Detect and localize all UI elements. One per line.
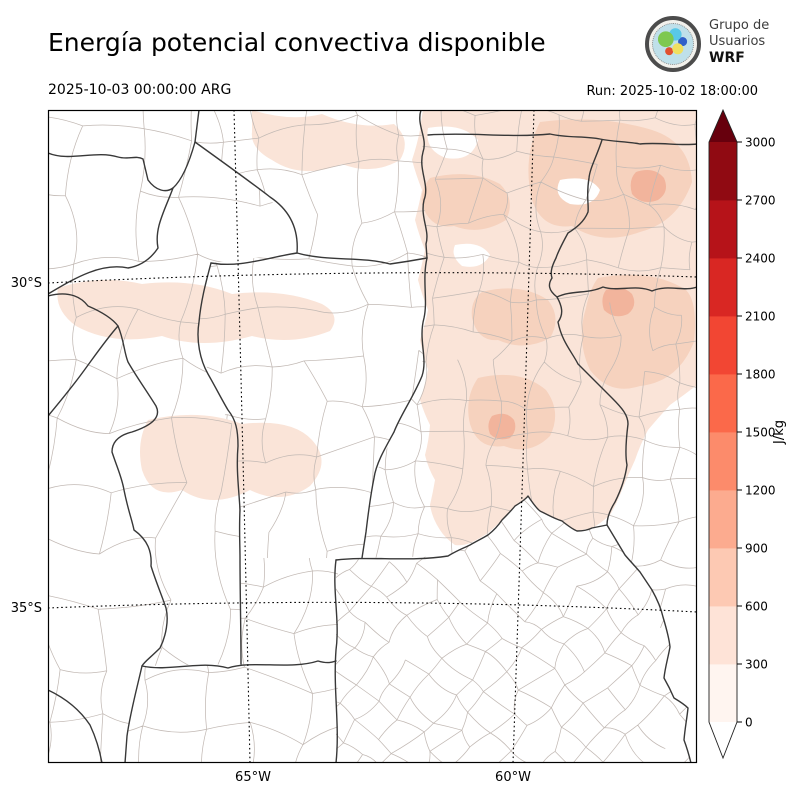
province-boundary-2 <box>48 293 168 763</box>
cape-shading-blob-1 <box>251 110 405 172</box>
colorbar-segment-2400-2700 <box>709 200 737 259</box>
province-boundary-9 <box>427 133 697 146</box>
cape-shading-blob-11 <box>488 413 516 440</box>
cape-shading-blob-14 <box>453 243 490 267</box>
province-boundary-11 <box>556 286 697 298</box>
department-boundaries-ba <box>336 496 691 763</box>
colorbar-tick-label-3000: 3000 <box>745 136 776 150</box>
colorbar-segment-1200-1500 <box>709 432 737 491</box>
cape-shading-blob-9 <box>630 170 666 202</box>
graticule-line-2 <box>233 110 251 763</box>
province-boundary-0 <box>48 110 200 192</box>
cape-shading-blob-13 <box>557 178 600 205</box>
logo-text: Grupo de Usuarios WRF <box>709 18 769 67</box>
colorbar-tick-label-2400: 2400 <box>745 252 776 266</box>
colorbar-tick-label-2100: 2100 <box>745 310 776 324</box>
colorbar-segment-600-900 <box>709 548 737 607</box>
cape-shading-blob-4 <box>528 119 692 238</box>
graticule-line-3 <box>512 110 535 763</box>
colorbar-units-label: J/kg <box>772 420 787 445</box>
y-tick-label-1: 35°S <box>11 601 42 616</box>
cape-shading-blob-2 <box>57 279 335 343</box>
province-boundary-12 <box>335 495 692 763</box>
x-tick-label-0: 65°W <box>235 770 271 785</box>
colorbar-arrow-over <box>709 110 737 142</box>
figure-title: Energía potencial convectiva disponible <box>48 28 546 57</box>
colorbar-segment-900-1200 <box>709 490 737 549</box>
y-tick-label-0: 30°S <box>11 276 42 291</box>
province-boundary-4 <box>194 141 298 254</box>
colorbar-segment-2700-3000 <box>709 142 737 201</box>
colorbar: 0 300 600 900 1200 1500 1800 2100 2400 2700 3000 J/… <box>708 108 787 760</box>
logo-emblem-icon <box>645 16 701 72</box>
colorbar-tick-label-1800: 1800 <box>745 368 776 382</box>
wrf-users-group-logo: Grupo de Usuarios WRF <box>639 12 799 78</box>
map-border <box>47 109 698 764</box>
x-tick-label-1: 60°W <box>495 770 531 785</box>
valid-time-label: 2025-10-03 00:00:00 ARG <box>48 82 232 98</box>
logo-text-line1: Grupo de <box>709 18 770 33</box>
province-boundary-6 <box>197 262 242 665</box>
cape-shading-blob-10 <box>602 287 635 317</box>
colorbar-segment-1500-1800 <box>709 374 737 433</box>
colorbar-segment-0-300 <box>709 664 737 723</box>
province-boundary-8 <box>361 257 428 559</box>
colorbar-tick-label-300: 300 <box>745 658 768 672</box>
cape-shading-blob-7 <box>421 174 510 230</box>
colorbar-tick-label-600: 600 <box>745 600 768 614</box>
province-boundary-15 <box>48 689 103 763</box>
province-boundary-10 <box>548 139 629 526</box>
colorbar-segment-1800-2100 <box>709 316 737 375</box>
logo-text-line3: WRF <box>709 50 745 66</box>
colorbar-tick-label-2700: 2700 <box>745 194 776 208</box>
map-area <box>48 110 697 763</box>
colorbar-tick-label-1200: 1200 <box>745 484 776 498</box>
province-boundary-1 <box>48 187 174 295</box>
province-boundary-3 <box>48 325 119 417</box>
colorbar-arrow-under <box>709 722 737 758</box>
colorbar-segment-2100-2400 <box>709 258 737 317</box>
province-boundary-14 <box>141 660 337 669</box>
colorbar-segment-300-600 <box>709 606 737 665</box>
run-time-label: Run: 2025-10-02 18:00:00 <box>586 84 758 99</box>
province-boundary-7 <box>419 110 428 259</box>
province-boundary-5 <box>210 252 428 266</box>
logo-text-line2: Usuarios <box>709 34 766 49</box>
colorbar-tick-label-0: 0 <box>745 716 753 730</box>
colorbar-tick-label-1500: 1500 <box>745 426 776 440</box>
colorbar-tick-label-900: 900 <box>745 542 768 556</box>
province-boundary-13 <box>334 559 338 763</box>
cape-shading-blob-8 <box>471 288 556 346</box>
